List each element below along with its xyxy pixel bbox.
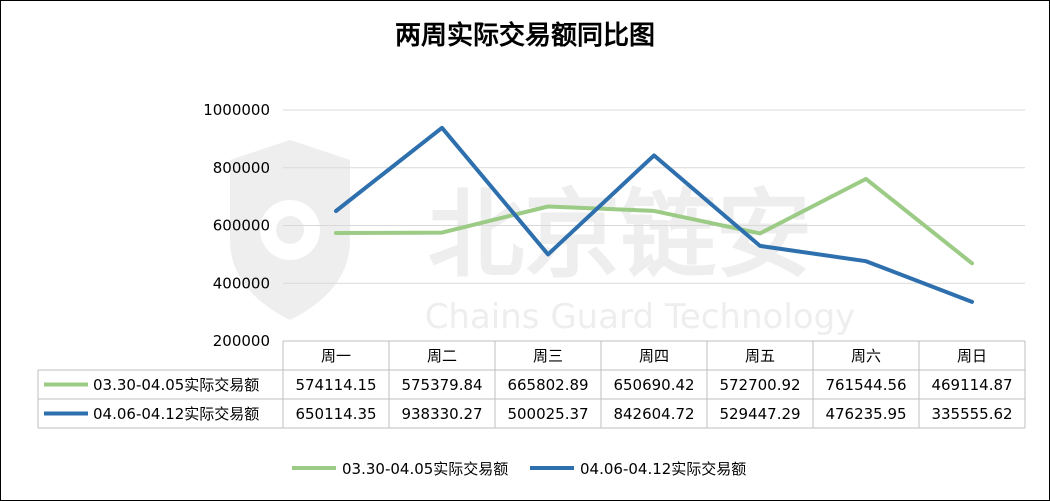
y-tick-label: 1000000	[203, 101, 270, 119]
watermark-shield-logo	[230, 140, 350, 320]
x-tick-label: 周日	[957, 347, 987, 365]
watermark: 北京链安 Chains Guard Technology	[230, 140, 855, 337]
table-cell-value: 761544.56	[825, 376, 906, 394]
table-cell-value: 476235.95	[825, 405, 906, 423]
y-axis-ticks: 200000 400000 600000 800000 1000000	[203, 101, 270, 350]
y-tick-label: 400000	[213, 274, 270, 292]
x-tick-label: 周一	[321, 347, 351, 365]
x-tick-label: 周四	[639, 347, 669, 365]
x-tick-label: 周五	[745, 347, 775, 365]
table-cell-value: 650114.35	[295, 405, 376, 423]
data-table: 周一 周二 周三 周四 周五 周六 周日 03.30-04.05实际交易额 574114.15 5…	[37, 340, 1026, 429]
watermark-en: Chains Guard Technology	[425, 297, 856, 337]
table-cell-value: 574114.15	[295, 376, 376, 394]
legend: 03.30-04.05实际交易额 04.06-04.12实际交易额	[292, 460, 746, 478]
x-tick-label: 周三	[533, 347, 563, 365]
x-tick-label: 周六	[851, 347, 881, 365]
y-tick-label: 600000	[213, 217, 270, 235]
table-cell-value: 529447.29	[719, 405, 800, 423]
table-cell-value: 665802.89	[507, 376, 588, 394]
series-lines	[334, 125, 974, 304]
table-cell-value: 335555.62	[931, 405, 1012, 423]
table-cell-value: 572700.92	[719, 376, 800, 394]
x-tick-label: 周二	[427, 347, 457, 365]
table-cell-value: 469114.87	[931, 376, 1012, 394]
y-tick-label: 200000	[213, 332, 270, 350]
watermark-cn: 北京链安	[428, 179, 812, 291]
table-cell-value: 650690.42	[613, 376, 694, 394]
table-cell-value: 575379.84	[401, 376, 482, 394]
chart-title: 两周实际交易额同比图	[395, 20, 655, 51]
y-tick-label: 800000	[213, 159, 270, 177]
legend-label-series-2: 04.06-04.12实际交易额	[580, 460, 746, 478]
table-cell-value: 842604.72	[613, 405, 694, 423]
table-cell-value: 938330.27	[401, 405, 482, 423]
legend-label-series-1: 03.30-04.05实际交易额	[342, 460, 508, 478]
table-series-name: 03.30-04.05实际交易额	[93, 376, 259, 394]
table-cell-value: 500025.37	[507, 405, 588, 423]
table-series-name: 04.06-04.12实际交易额	[93, 405, 259, 423]
